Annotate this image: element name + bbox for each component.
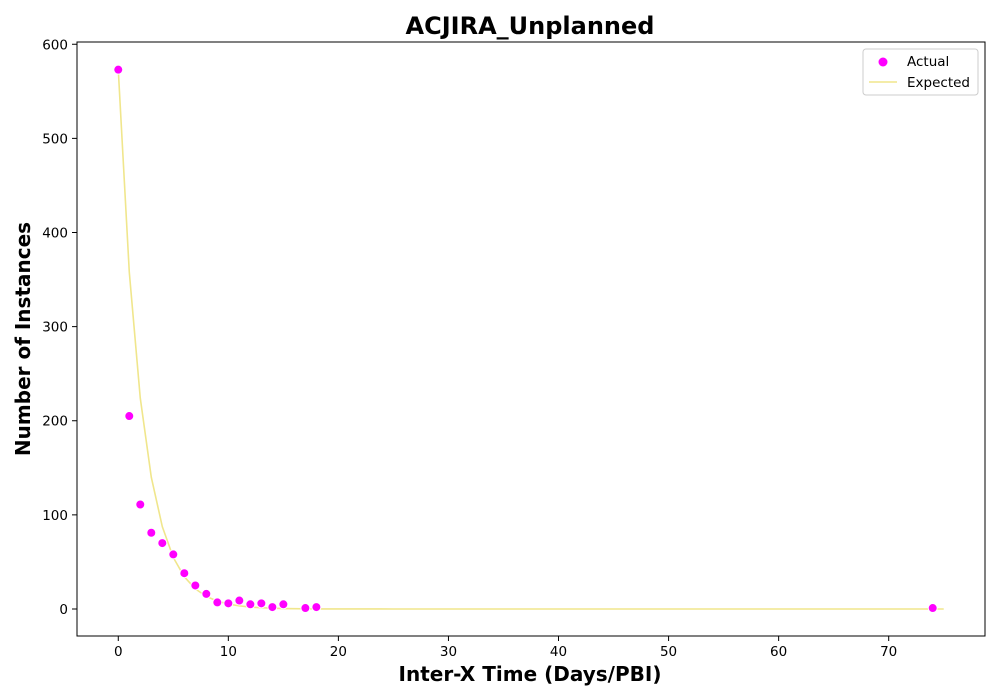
x-axis-label: Inter-X Time (Days/PBI) <box>399 662 662 686</box>
actual-point <box>256 598 267 609</box>
expected-line <box>117 69 944 610</box>
x-tick-label: 10 <box>220 644 237 660</box>
y-tick-label: 400 <box>42 226 68 242</box>
y-tick-label: 200 <box>42 414 68 430</box>
actual-point <box>311 602 322 613</box>
legend-actual-marker <box>878 57 888 67</box>
actual-point <box>212 597 223 608</box>
actual-point <box>245 599 256 610</box>
axes-frame <box>76 41 986 637</box>
legend-box <box>862 48 979 96</box>
x-tick-label: 70 <box>880 644 897 660</box>
legend: Actual Expected <box>862 48 979 96</box>
plot-area: 0 10 20 30 40 50 60 70 0 100 200 300 400 500 600 <box>42 37 986 660</box>
x-tick-label: 50 <box>660 644 677 660</box>
y-tick-label: 0 <box>59 602 68 618</box>
y-tick-label: 600 <box>42 37 68 53</box>
y-tick-label: 300 <box>42 320 68 336</box>
actual-point <box>223 598 234 609</box>
actual-point <box>300 603 311 614</box>
chart-title: ACJIRA_Unplanned <box>406 12 655 40</box>
actual-point <box>927 603 938 614</box>
x-tick-label: 0 <box>114 644 123 660</box>
actual-point <box>234 595 245 606</box>
actual-point <box>179 568 190 579</box>
y-axis-label: Number of Instances <box>11 222 35 456</box>
actual-point <box>267 602 278 613</box>
legend-actual-label: Actual <box>907 54 949 70</box>
actual-point <box>278 599 289 610</box>
actual-point <box>135 499 146 510</box>
x-tick-label: 20 <box>330 644 347 660</box>
y-tick-label: 500 <box>42 131 68 147</box>
x-tick-label: 60 <box>770 644 787 660</box>
y-tick-label: 100 <box>42 508 68 524</box>
actual-point <box>146 527 157 538</box>
x-tick-label: 30 <box>440 644 457 660</box>
actual-point <box>113 64 124 75</box>
actual-point <box>201 588 212 599</box>
actual-point <box>190 580 201 591</box>
x-tick-label: 40 <box>550 644 567 660</box>
actual-point <box>124 411 135 422</box>
actual-point <box>157 538 168 549</box>
actual-point <box>168 549 179 560</box>
legend-expected-label: Expected <box>907 75 970 91</box>
